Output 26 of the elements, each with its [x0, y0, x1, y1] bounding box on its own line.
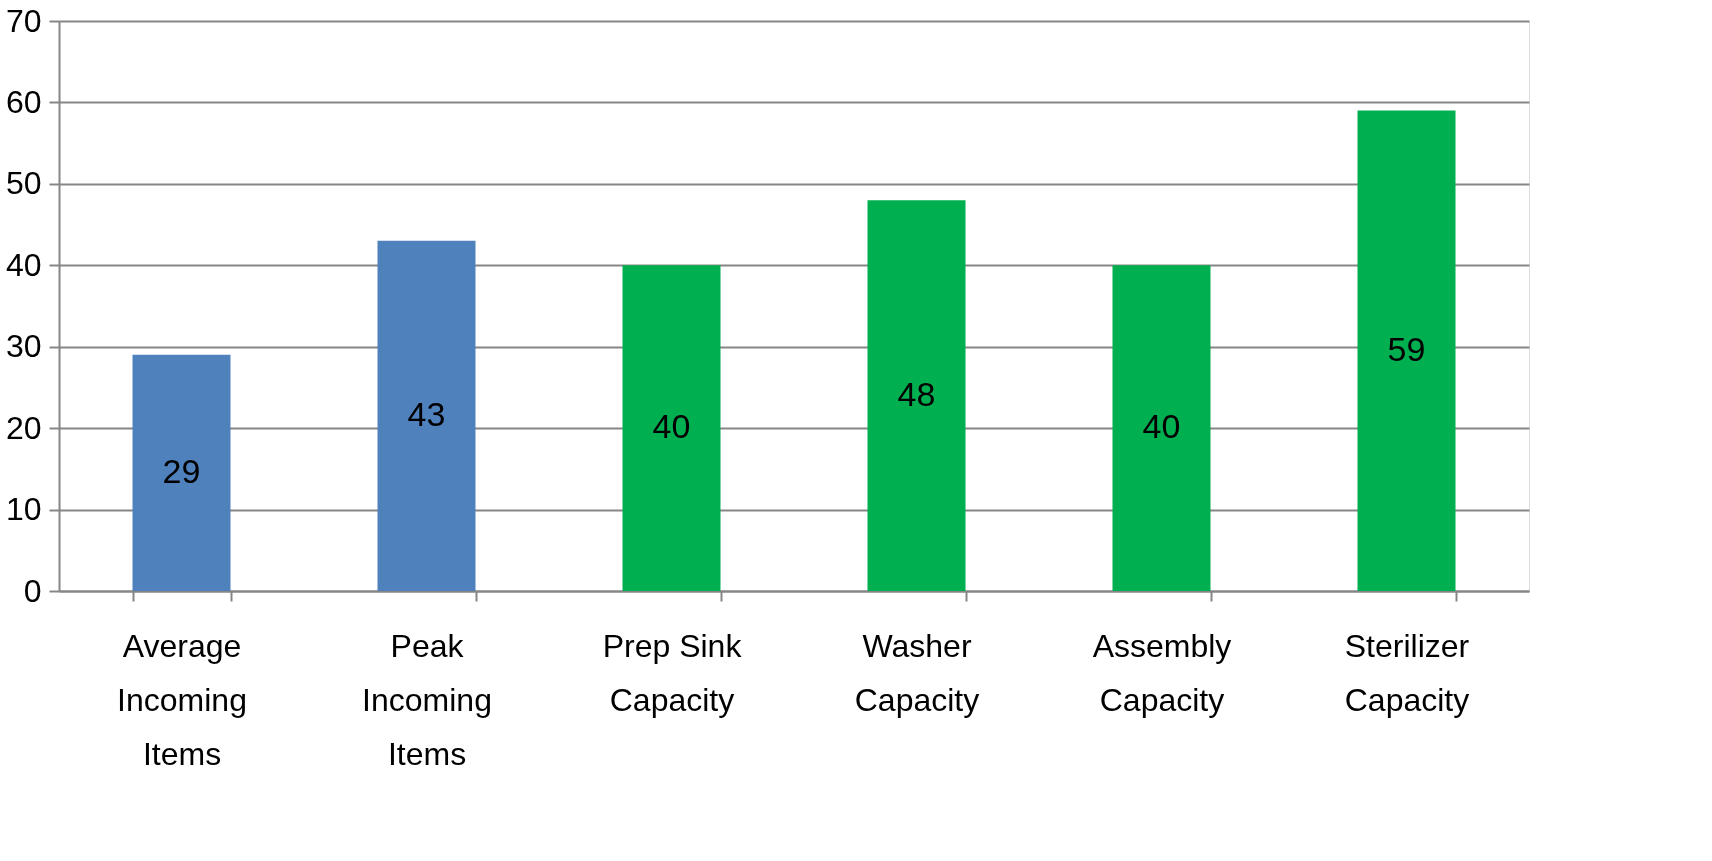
y-tick-label: 70 [5, 2, 42, 39]
data-label: 40 [1142, 407, 1181, 446]
y-tick-label: 50 [5, 165, 42, 202]
x-tick-label: Sterilizer Capacity [1344, 627, 1470, 718]
bar [622, 265, 721, 591]
y-tick-label: 60 [5, 83, 42, 120]
data-label: 43 [407, 394, 446, 433]
data-label: 40 [652, 407, 691, 446]
y-tick-label: 20 [5, 409, 42, 446]
x-tick-label: Average Incoming Items [117, 627, 247, 772]
data-label: 59 [1387, 329, 1426, 368]
x-tick-label: Peak Incoming Items [362, 627, 492, 772]
y-tick-label: 40 [5, 246, 42, 283]
bar [377, 240, 476, 591]
y-tick-label: 30 [5, 328, 42, 365]
data-label: 48 [897, 374, 936, 413]
x-tick-label: Prep Sink Capacity [602, 627, 743, 718]
data-label: 29 [162, 451, 201, 490]
bar [1112, 265, 1211, 591]
bar [1357, 110, 1456, 591]
x-tick-label: Washer Capacity [854, 627, 980, 718]
y-tick-label: 0 [23, 572, 42, 609]
x-tick-label: Assembly Capacity [1092, 627, 1232, 718]
y-tick-label: 10 [5, 491, 42, 528]
bar [132, 354, 231, 591]
bar [867, 200, 966, 591]
